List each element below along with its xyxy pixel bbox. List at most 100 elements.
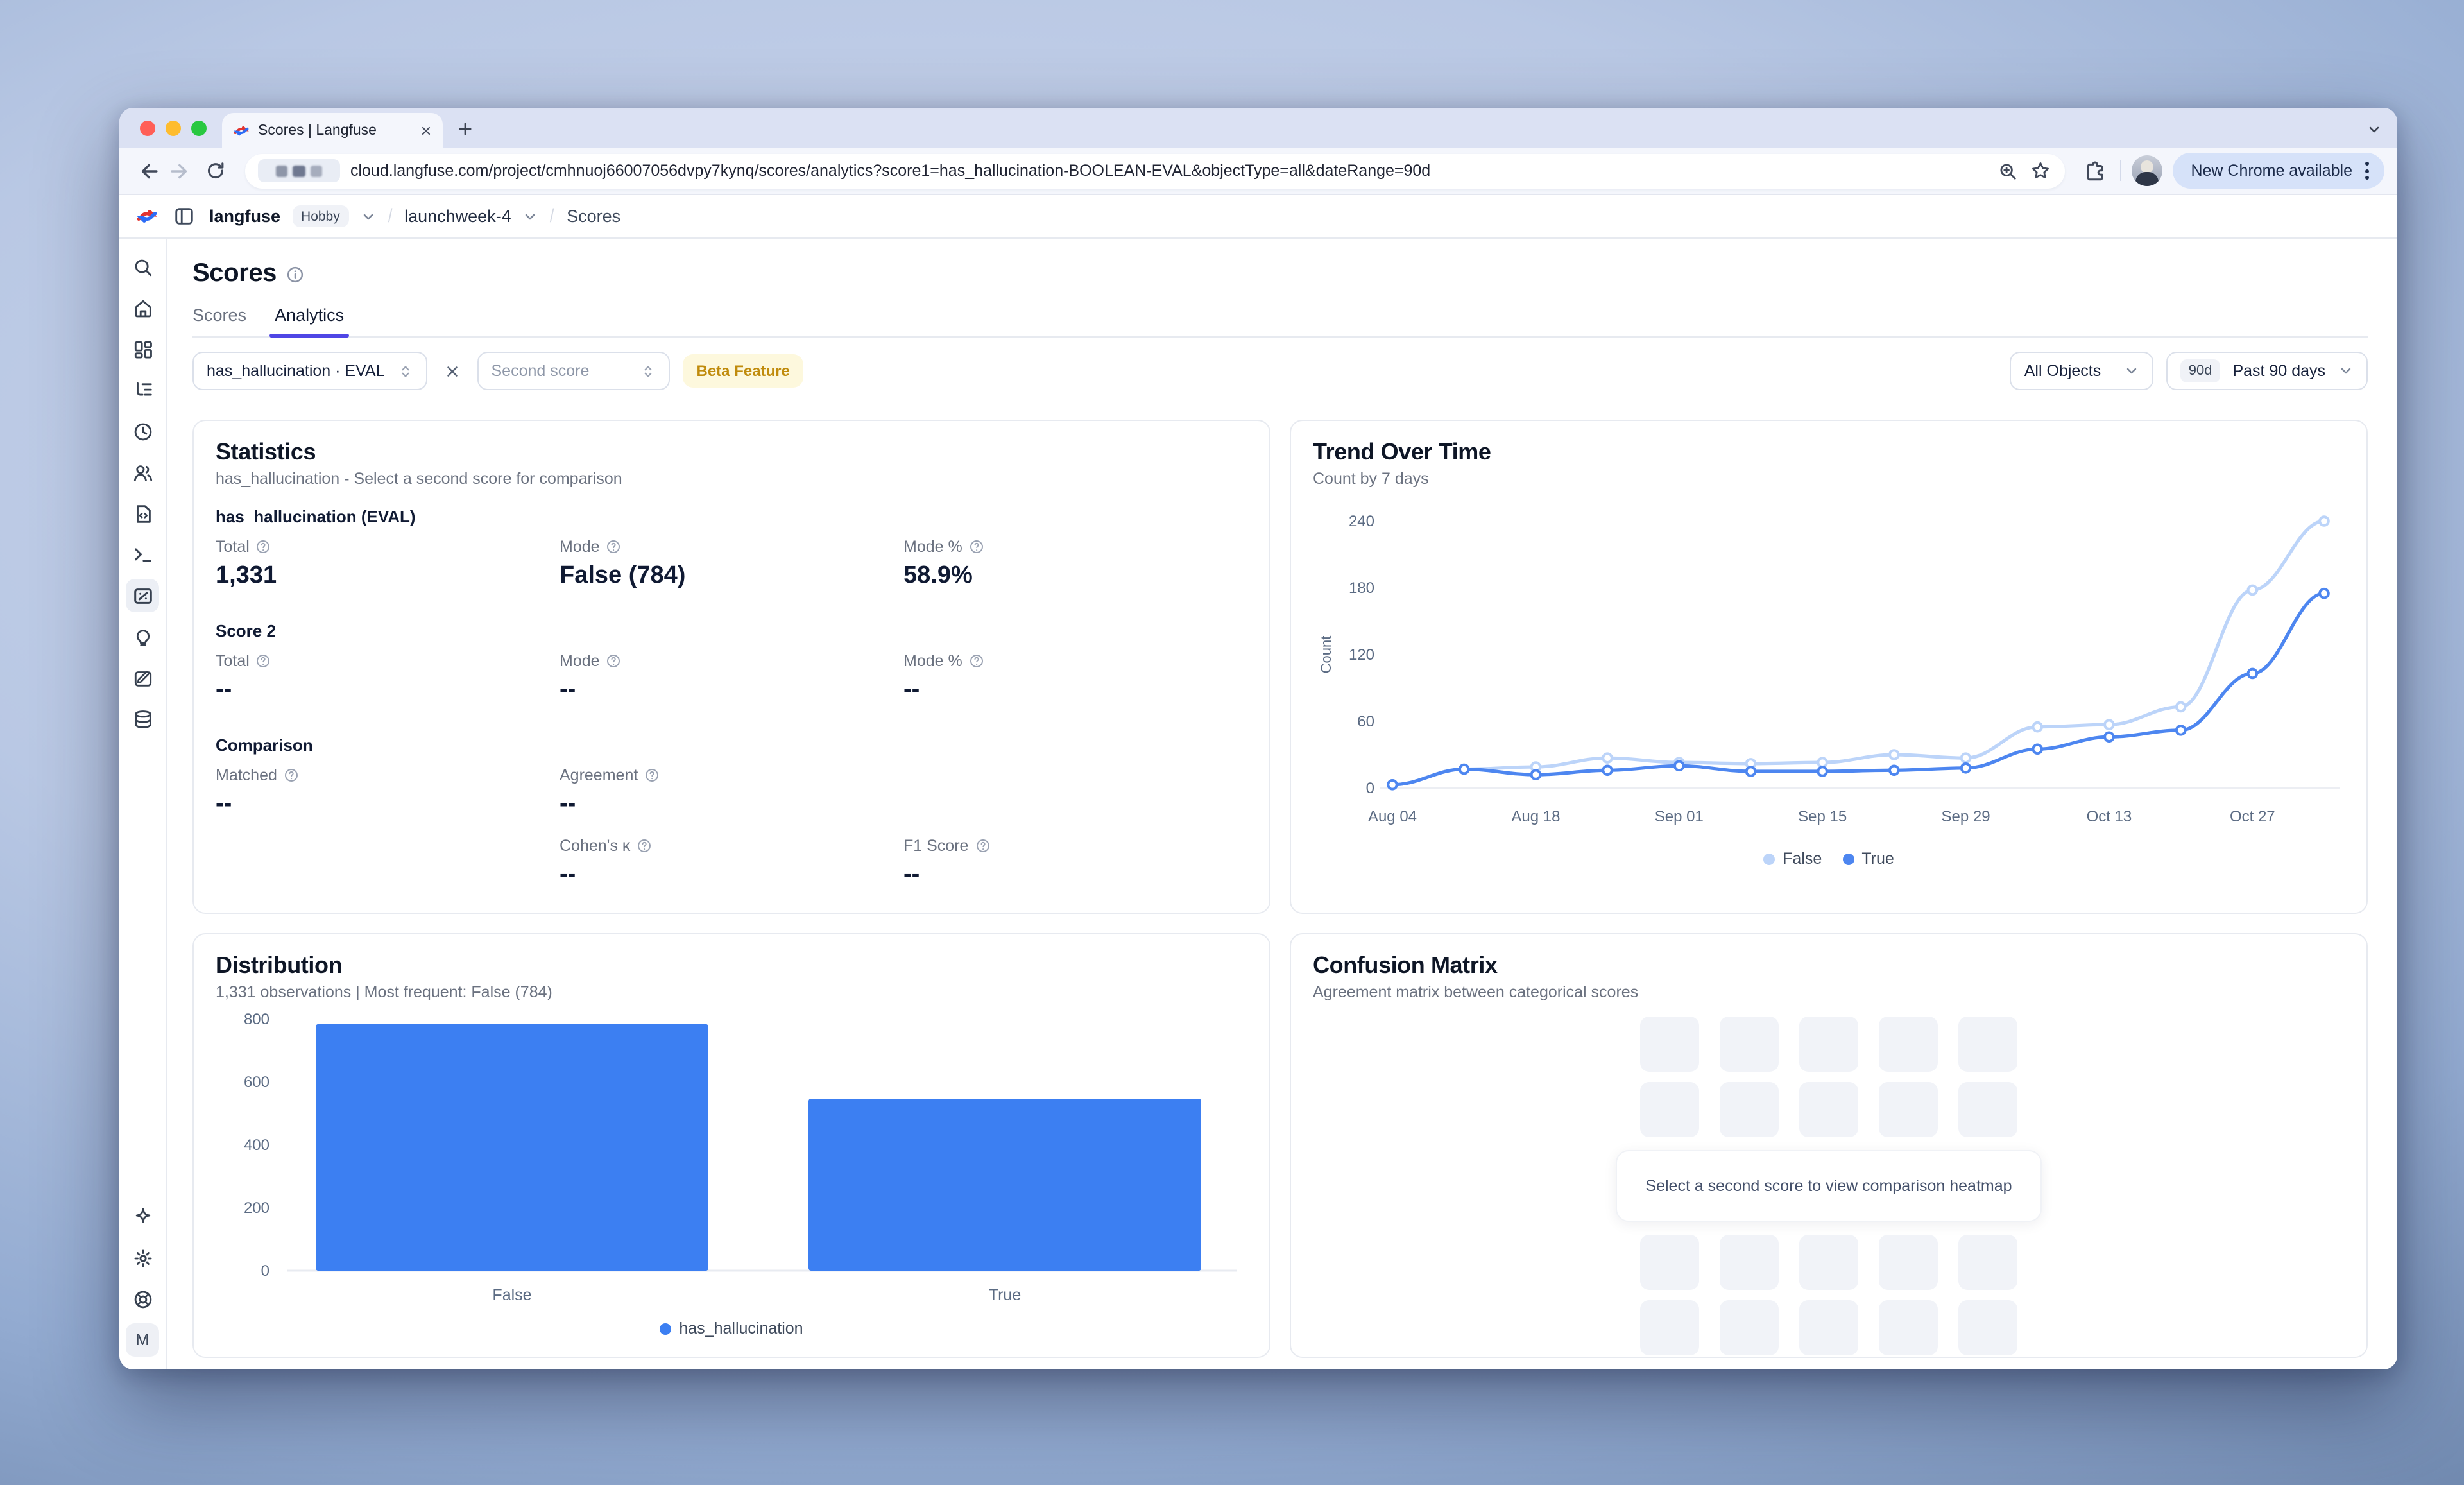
- heatmap-placeholder-cell: [1640, 1300, 1699, 1355]
- metric-value: --: [903, 676, 920, 703]
- forward-icon[interactable]: [167, 156, 196, 185]
- help-icon[interactable]: [637, 838, 652, 854]
- reload-icon[interactable]: [201, 157, 230, 185]
- metric-value: --: [560, 861, 576, 888]
- heatmap-placeholder-cell: [1958, 1082, 2017, 1137]
- distribution-card: Distribution 1,331 observations | Most f…: [193, 933, 1270, 1358]
- heatmap-placeholder-cell: [1799, 1300, 1858, 1355]
- site-permissions-chip[interactable]: [258, 159, 340, 182]
- score2-select[interactable]: Second score: [477, 352, 670, 390]
- sidebar-item-annotation-icon[interactable]: [126, 661, 159, 694]
- org-switcher-chevron-icon[interactable]: [361, 209, 376, 224]
- help-icon[interactable]: [606, 653, 622, 669]
- metric-label: Mode %: [903, 652, 1247, 670]
- svg-text:Aug 04: Aug 04: [1368, 808, 1417, 825]
- help-icon[interactable]: [606, 539, 622, 554]
- metric-label: Matched: [216, 766, 560, 784]
- section-heading: Comparison: [216, 735, 313, 755]
- zoom-icon[interactable]: [1997, 160, 2019, 182]
- heatmap-placeholder-cell: [1640, 1082, 1699, 1137]
- heatmap-placeholder-cell: [1958, 1235, 2017, 1290]
- sidebar-item-users-icon[interactable]: [126, 456, 159, 489]
- object-type-value: All Objects: [2024, 362, 2101, 380]
- help-icon[interactable]: [975, 838, 990, 854]
- score1-select[interactable]: has_hallucination · EVAL: [193, 352, 427, 390]
- heatmap-placeholder-cell: [1799, 1235, 1858, 1290]
- project-name[interactable]: launchweek-4: [404, 207, 511, 226]
- page-title: Scores: [193, 259, 277, 288]
- sidebar-item-dashboards-icon[interactable]: [126, 332, 159, 366]
- score1-value: has_hallucination · EVAL: [207, 362, 385, 380]
- sidebar-item-llm-judge-icon[interactable]: [126, 620, 159, 653]
- close-window-button[interactable]: [140, 121, 155, 136]
- url-bar[interactable]: cloud.langfuse.com/project/cmhnuoj660070…: [245, 153, 2066, 188]
- legend-dot-icon: [1763, 853, 1775, 864]
- maximize-window-button[interactable]: [191, 121, 207, 136]
- project-switcher-chevron-icon[interactable]: [523, 209, 538, 224]
- sidebar-item-datasets-icon[interactable]: [126, 702, 159, 735]
- metric-label: Total: [216, 538, 560, 556]
- browser-menu-icon[interactable]: [2363, 159, 2372, 182]
- help-icon[interactable]: [969, 653, 984, 669]
- svg-text:Aug 18: Aug 18: [1511, 808, 1560, 825]
- new-tab-button[interactable]: [453, 117, 477, 141]
- tab-list-chevron-icon[interactable]: [2366, 122, 2382, 137]
- help-icon[interactable]: [284, 768, 299, 783]
- tab-scores[interactable]: Scores: [193, 305, 247, 325]
- langfuse-favicon: [232, 121, 250, 139]
- whats-new-sparkle-icon[interactable]: [126, 1200, 159, 1233]
- support-lifebuoy-icon[interactable]: [126, 1282, 159, 1316]
- heatmap-placeholder-cell: [1879, 1082, 1938, 1137]
- sidebar-item-tracing-icon[interactable]: [126, 373, 159, 407]
- heatmap-placeholder-cell: [1799, 1017, 1858, 1072]
- sidebar-toggle-icon[interactable]: [171, 203, 198, 230]
- breadcrumb-separator: /: [550, 205, 555, 227]
- legend-dot-icon: [1842, 853, 1854, 864]
- sidebar-item-search-icon[interactable]: [126, 250, 159, 284]
- minimize-window-button[interactable]: [166, 121, 181, 136]
- heatmap-placeholder-cell: [1879, 1300, 1938, 1355]
- trend-title: Trend Over Time: [1313, 439, 1491, 465]
- help-icon[interactable]: [644, 768, 660, 783]
- object-type-select[interactable]: All Objects: [2010, 352, 2154, 390]
- distribution-subtitle: 1,331 observations | Most frequent: Fals…: [216, 983, 552, 1001]
- tab-close-icon[interactable]: [420, 124, 432, 137]
- trend-legend: False True: [1313, 850, 2345, 868]
- statistics-title: Statistics: [216, 439, 316, 465]
- profile-avatar[interactable]: [2132, 155, 2163, 186]
- sidebar-item-scores-icon[interactable]: [126, 579, 159, 612]
- metric-value: 1,331: [216, 562, 277, 589]
- heatmap-placeholder-cell: [1720, 1017, 1779, 1072]
- tab-analytics[interactable]: Analytics: [270, 305, 350, 338]
- org-name[interactable]: langfuse: [209, 207, 281, 226]
- back-icon[interactable]: [132, 156, 162, 185]
- svg-text:Sep 01: Sep 01: [1655, 808, 1704, 825]
- clear-score-icon[interactable]: [440, 359, 465, 383]
- help-icon[interactable]: [256, 653, 271, 669]
- heatmap-placeholder-cell: [1879, 1017, 1938, 1072]
- user-avatar[interactable]: M: [126, 1323, 159, 1357]
- browser-tab[interactable]: Scores | Langfuse: [222, 113, 443, 148]
- new-chrome-available-button[interactable]: New Chrome available: [2173, 153, 2384, 189]
- metric-value: --: [216, 676, 232, 703]
- help-icon[interactable]: [969, 539, 984, 554]
- sidebar-item-prompts-icon[interactable]: [126, 497, 159, 530]
- date-range-select[interactable]: 90d Past 90 days: [2166, 352, 2368, 390]
- extensions-icon[interactable]: [2080, 156, 2110, 185]
- bookmark-star-icon[interactable]: [2029, 159, 2052, 182]
- sidebar-item-playground-icon[interactable]: [126, 538, 159, 571]
- help-icon[interactable]: [256, 539, 271, 554]
- langfuse-logo-icon[interactable]: [135, 204, 159, 228]
- info-icon[interactable]: [286, 265, 304, 283]
- svg-text:200: 200: [244, 1199, 270, 1217]
- chevron-down-icon: [2338, 363, 2354, 379]
- sidebar-item-home-icon[interactable]: [126, 291, 159, 325]
- settings-gear-icon[interactable]: [126, 1241, 159, 1275]
- sidebar-item-sessions-icon[interactable]: [126, 415, 159, 448]
- svg-text:True: True: [989, 1286, 1021, 1304]
- breadcrumb-page[interactable]: Scores: [567, 207, 621, 226]
- metric-label: Total: [216, 652, 560, 670]
- chevrons-up-down-icon: [640, 363, 656, 379]
- url-text: cloud.langfuse.com/project/cmhnuoj660070…: [350, 162, 1431, 180]
- svg-text:Oct 13: Oct 13: [2087, 808, 2132, 825]
